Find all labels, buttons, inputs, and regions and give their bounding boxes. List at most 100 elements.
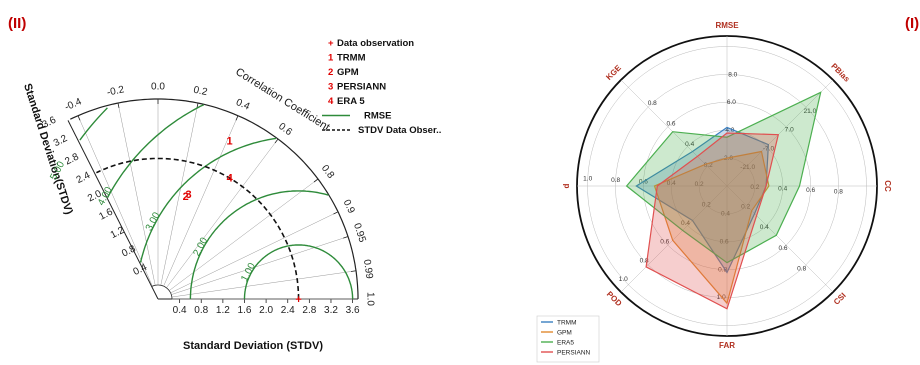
taylor-left-axis xyxy=(67,120,159,300)
corr-tick-mark xyxy=(350,270,357,272)
rmse-contour xyxy=(189,190,329,299)
corr-tick-label: 0.4 xyxy=(234,97,252,113)
radar-tick-label: 4.0 xyxy=(725,127,734,134)
corr-tick-label: 0.2 xyxy=(192,85,208,99)
rmse-contour-label: 1.00 xyxy=(239,261,258,284)
radar-tick-label: -21.0 xyxy=(740,164,755,171)
corr-tick-mark xyxy=(333,211,339,215)
radar-legend-label: ERA5 xyxy=(557,340,574,347)
radar-tick-label: 0.4 xyxy=(778,186,787,193)
corr-tick-label: 0.95 xyxy=(351,222,368,244)
legend-marker: 3 xyxy=(328,82,333,93)
model-point: 1 xyxy=(226,136,232,148)
left-tick-label: 1.2 xyxy=(109,225,127,241)
rmse-contour xyxy=(243,244,354,299)
x-axis-title: Standard Deviation (STDV) xyxy=(183,340,323,352)
x-tick-label: 2.4 xyxy=(281,305,295,316)
radar-spoke xyxy=(726,79,834,187)
left-tick-label: 3.2 xyxy=(52,133,70,149)
legend-marker: + xyxy=(328,38,334,49)
corr-grid-line xyxy=(171,236,349,295)
rmse-contour xyxy=(139,137,277,263)
radar-tick-label: 1.0 xyxy=(583,175,592,182)
left-tick-label: 0.8 xyxy=(120,243,138,259)
corr-tick-mark xyxy=(313,178,319,183)
x-tick-label: 1.2 xyxy=(216,305,230,316)
radar-legend-label: GPM xyxy=(557,330,572,337)
legend-marker: 2 xyxy=(328,67,333,78)
corr-grid-line xyxy=(170,211,339,294)
rmse-contour-label: 2.00 xyxy=(191,235,210,258)
x-tick-label: 1.6 xyxy=(238,305,252,316)
model-point: 3 xyxy=(186,189,192,201)
radar-tick-label: 0.8 xyxy=(640,257,649,264)
radar-tick-label: 1.0 xyxy=(619,276,628,283)
corr-tick-mark xyxy=(77,115,81,121)
radar-tick-label: 0.8 xyxy=(718,266,727,273)
radar-tick-label: 0.2 xyxy=(741,203,750,210)
radar-tick-label: 1.0 xyxy=(717,294,726,301)
corr-tick-label: 0.9 xyxy=(341,198,357,216)
radar-tick-label: 8.0 xyxy=(728,71,737,78)
corr-tick-label: 0.0 xyxy=(151,82,165,93)
radar-spoke xyxy=(620,185,728,293)
radar-axis-label: RMSE xyxy=(715,21,739,30)
radar-tick-label: 0.8 xyxy=(611,177,620,184)
corr-tick-mark xyxy=(235,115,239,121)
model-point: 2 xyxy=(183,191,189,203)
corr-grid-line xyxy=(117,102,156,286)
corr-grid-line xyxy=(171,270,357,298)
corr-tick-label: 0.8 xyxy=(319,163,336,181)
corr-tick-label: -0.4 xyxy=(63,96,84,113)
radar-series-trmm xyxy=(635,126,770,274)
rmse-contour xyxy=(106,104,205,198)
legend-label: ERA 5 xyxy=(337,96,365,107)
radar-series-persiann xyxy=(645,132,780,310)
radar-tick-label: 0.6 xyxy=(806,187,815,194)
radar-tick-label: 0.8 xyxy=(797,266,806,273)
radar-axis-label: d xyxy=(562,183,571,188)
radar-spoke xyxy=(726,185,834,293)
x-tick-label: 0.8 xyxy=(194,305,208,316)
legend-label: GPM xyxy=(337,67,359,78)
radar-spoke xyxy=(620,79,728,187)
x-tick-label: 2.0 xyxy=(259,305,273,316)
radar-tick-label: 0.4 xyxy=(667,180,676,187)
radar-axis-label: CSI xyxy=(832,291,848,307)
corr-grid-line xyxy=(160,102,199,286)
radar-tick-label: 0.4 xyxy=(685,141,694,148)
corr-tick-label: 0.99 xyxy=(361,259,375,280)
radar-series-gpm xyxy=(653,150,770,305)
x-tick-label: 0.4 xyxy=(173,305,187,316)
corr-grid-line xyxy=(166,138,279,288)
radar-tick-label: 0.8 xyxy=(834,189,843,196)
corr-grid-line xyxy=(163,115,239,287)
radar-axis-label: CC xyxy=(883,180,892,192)
radar-legend-label: TRMM xyxy=(557,320,577,327)
corr-tick-label: 1.0 xyxy=(364,292,375,306)
radar-axis-label: FAR xyxy=(719,341,735,350)
radar-legend-label: PERSIANN xyxy=(557,350,591,357)
observation-marker: + xyxy=(295,294,301,306)
radar-tick-label: 0.4 xyxy=(721,211,730,218)
radar-tick-label: 0.2 xyxy=(702,201,711,208)
model-point: 4 xyxy=(227,172,234,184)
legend-label: Data observation xyxy=(337,38,414,49)
radar-tick-label: 0.4 xyxy=(681,220,690,227)
taylor-outer-arc xyxy=(70,98,359,299)
legend-label: STDV Data Obser.. xyxy=(358,125,441,136)
corr-tick-label: -0.2 xyxy=(106,84,126,98)
radar-legend-box xyxy=(536,315,600,363)
panel-label-right: (I) xyxy=(905,15,919,32)
radar-tick-label: 0.6 xyxy=(666,121,675,128)
legend-label: RMSE xyxy=(364,111,391,122)
radar-tick-label: 0.6 xyxy=(660,239,669,246)
corr-tick-mark xyxy=(196,102,199,109)
reference-std-arc xyxy=(96,157,300,299)
legend-marker: 1 xyxy=(328,53,334,64)
radar-tick-label: 0.4 xyxy=(760,224,769,231)
taylor-inner-arc xyxy=(151,284,173,299)
radar-tick-label: 6.0 xyxy=(727,99,736,106)
corr-tick-mark xyxy=(117,102,120,109)
